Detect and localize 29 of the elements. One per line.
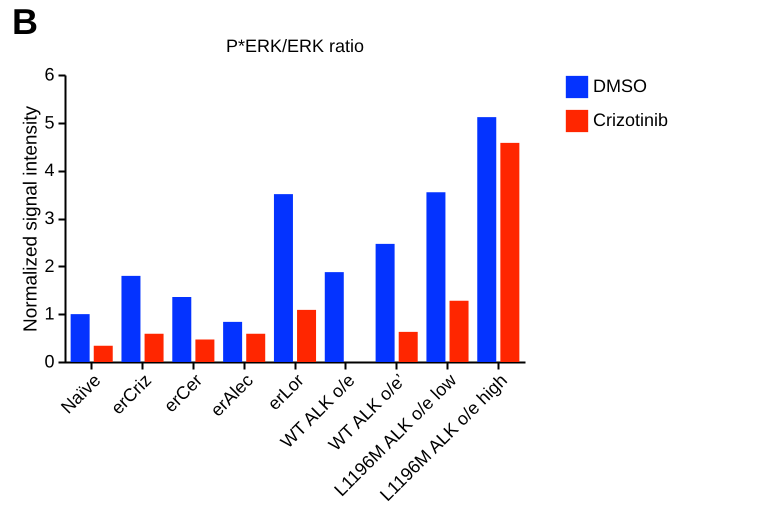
bar <box>70 314 90 362</box>
bar <box>121 276 140 362</box>
y-axis-title: Normalized signal intensity <box>20 106 42 332</box>
bar <box>172 296 192 362</box>
bar <box>297 310 316 362</box>
bar <box>500 142 520 362</box>
bar <box>246 334 266 362</box>
bar <box>324 272 344 362</box>
y-tick-label: 2 <box>44 256 54 276</box>
bar <box>376 244 395 362</box>
bar <box>398 332 418 362</box>
y-tick-label: 1 <box>44 304 54 324</box>
legend-label: Crizotinib <box>593 110 668 130</box>
text: B <box>12 1 38 42</box>
bar <box>223 322 242 362</box>
bar <box>450 300 469 362</box>
y-tick-label: 0 <box>44 352 54 372</box>
legend-label: DMSO <box>593 76 647 96</box>
bar <box>274 194 293 362</box>
bar <box>477 117 496 362</box>
y-tick-label: 5 <box>44 112 54 132</box>
chart-title: P*ERK/ERK ratio <box>226 36 364 56</box>
y-tick-label: 3 <box>44 208 54 228</box>
bar <box>144 334 164 362</box>
bar <box>195 340 214 362</box>
bar <box>94 346 113 362</box>
y-tick-label: 4 <box>44 160 54 180</box>
bar <box>426 192 446 362</box>
y-tick-label: 6 <box>44 64 54 84</box>
